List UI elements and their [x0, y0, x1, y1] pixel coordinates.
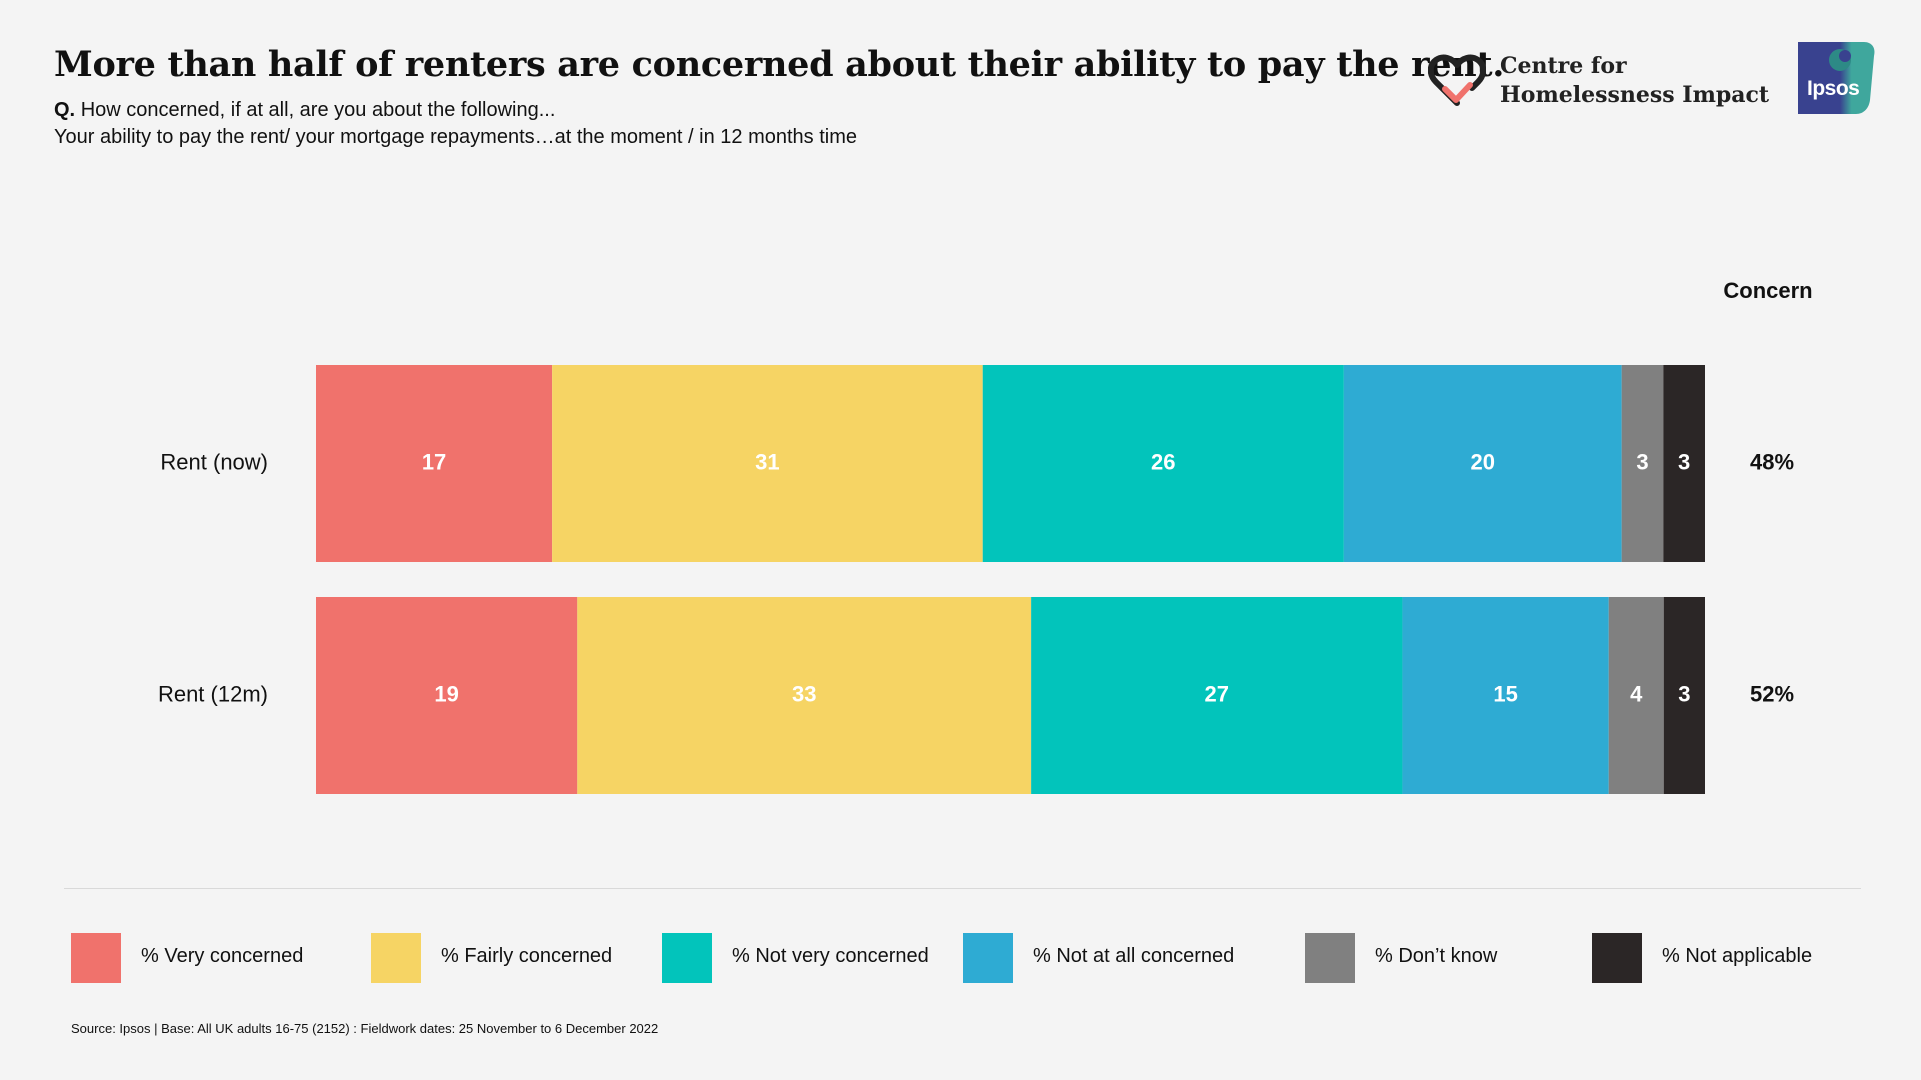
bar-segment	[316, 365, 553, 562]
category-label: Rent (12m)	[158, 681, 268, 706]
bar-segment	[1402, 597, 1609, 794]
legend-swatch	[1592, 933, 1642, 983]
legend-swatch	[371, 933, 421, 983]
legend-label: % Not applicable	[1662, 945, 1813, 967]
concern-value: 48%	[1750, 449, 1794, 474]
bar-segment	[1031, 597, 1403, 794]
bar-segment	[552, 365, 983, 562]
ipsos-logo: Ipsos	[1798, 42, 1876, 114]
legend-swatch	[1305, 933, 1355, 983]
concern-column-header: Concern	[1723, 278, 1813, 303]
chart-title: More than half of renters are concerned …	[54, 44, 1505, 85]
source-note: Source: Ipsos | Base: All UK adults 16-7…	[71, 1021, 659, 1036]
question-line-2: Your ability to pay the rent/ your mortg…	[54, 126, 857, 148]
chi-logo: Centre for Homelessness Impact	[1428, 52, 1769, 112]
bar-segment	[982, 365, 1344, 562]
data-label: 3	[1678, 449, 1690, 474]
bar-segment	[1621, 365, 1664, 562]
data-label: 3	[1678, 681, 1690, 706]
question-text: Q. How concerned, if at all, are you abo…	[54, 97, 857, 151]
legend-swatch	[963, 933, 1013, 983]
legend-swatch	[662, 933, 712, 983]
category-label: Rent (now)	[160, 449, 268, 474]
question-body: How concerned, if at all, are you about …	[80, 99, 556, 121]
chi-name: Centre for Homelessness Impact	[1500, 52, 1769, 110]
legend-label: % Not very concerned	[732, 945, 929, 967]
question-line-1: Q. How concerned, if at all, are you abo…	[54, 97, 857, 124]
bar-segment	[1663, 365, 1705, 562]
question-prefix: Q.	[54, 99, 76, 121]
legend-label: % Very concerned	[141, 945, 304, 967]
data-label: 3	[1636, 449, 1648, 474]
heart-check-icon	[1428, 54, 1486, 106]
data-label: 15	[1493, 681, 1517, 706]
data-label: 17	[422, 449, 446, 474]
ipsos-wordmark: Ipsos	[1807, 77, 1860, 100]
ipsos-logo-shape	[1798, 42, 1875, 114]
chi-name-line-1: Centre for	[1500, 53, 1627, 79]
legend-divider	[64, 888, 1861, 889]
data-label: 33	[792, 681, 816, 706]
bar-segment	[1663, 597, 1705, 794]
legend-label: % Don’t know	[1375, 945, 1498, 967]
stacked-bar-chart: Rent (now) 17 31 26 20 3 3 48%Rent (12m) 19 33 27 1…	[158, 365, 1794, 794]
data-label: 27	[1205, 681, 1229, 706]
chi-name-line-2: Homelessness Impact	[1500, 82, 1770, 108]
data-label: 31	[755, 449, 779, 474]
bar-segment	[1608, 597, 1664, 794]
legend-swatch	[71, 933, 121, 983]
legend-label: % Not at all concerned	[1033, 945, 1235, 967]
chart-legend: % Very concerned % Fairly concerned % Not …	[0, 933, 1921, 985]
bar-segment	[316, 597, 578, 794]
data-label: 20	[1471, 449, 1495, 474]
data-label: 4	[1630, 681, 1643, 706]
concern-value: 52%	[1750, 681, 1794, 706]
data-label: 19	[434, 681, 458, 706]
bar-segment	[1343, 365, 1622, 562]
legend-label: % Fairly concerned	[441, 945, 613, 967]
bar-segment	[577, 597, 1032, 794]
data-label: 26	[1151, 449, 1175, 474]
